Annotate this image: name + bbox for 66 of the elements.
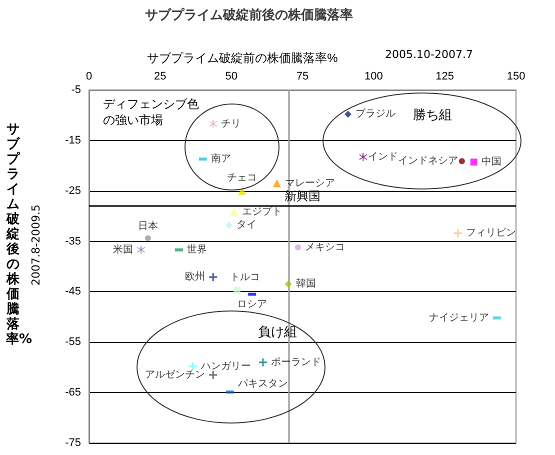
x-tick-label: 150 [506,70,526,82]
point [137,246,146,254]
point [344,110,352,118]
point [209,273,218,282]
point [258,358,267,366]
series-label: インド [368,152,398,163]
y-tick-label: -25 [65,184,81,197]
x-tick-label: 50 [225,70,238,82]
series-label: ナイジェリア [428,312,489,324]
series-label: 中国 [481,156,502,168]
series-label: インドネシア [398,156,458,167]
series-label: ブラジル [356,108,396,120]
y-tick-label: -45 [65,286,81,298]
series-label: ポーランド [270,356,321,368]
point [294,244,301,250]
point [458,158,465,164]
point [272,179,281,188]
series-label: 米国 [113,243,134,256]
series-label: アルゼンチン [145,369,206,380]
x-tick-label: 75 [296,70,309,82]
x-tick-label: 25 [154,70,166,82]
text: 2007.8-2009.5 [30,204,42,286]
x-tick-label: 0 [86,70,92,82]
point [230,208,238,216]
x-tick-label: 125 [436,70,454,82]
series-label: ロシア [237,299,268,310]
point [359,153,368,162]
series-label: フィリピン [466,228,516,239]
point [209,120,218,128]
series-label: 世界 [186,243,207,256]
series-label: マレーシア [284,178,335,189]
series-label: チェコ [227,172,258,184]
y-tick-label: -5 [71,84,81,96]
chart-title: サブプライム破綻前後の株価騰落率 [145,7,353,23]
x-tick-label: 100 [364,70,383,82]
series-label: 日本 [138,220,158,232]
text: サブプライム破綻後の株価騰落率% [6,122,32,347]
point [226,222,233,229]
series-label: チリ [221,118,242,130]
series-label: トルコ [230,272,260,284]
annotation: ディフェンシブ色の強い市場 [103,96,200,128]
series-label: メキシコ [304,242,345,253]
y-tick-label: -65 [65,386,81,399]
series-label: 南ア [210,152,231,165]
annotation: 勝ち組 [413,107,452,124]
series-label: エジプト [242,206,282,218]
y-tick-label: -35 [65,235,81,248]
point [454,229,462,238]
point [209,370,218,379]
x-axis-title: サブプライム破綻前の株価騰落率% [147,51,338,65]
point [188,362,197,370]
point [470,158,478,166]
series-label: ハンガリー [200,360,251,372]
series-label: 欧州 [185,270,206,283]
point [238,186,246,195]
text: 2005.10-2007.7 [385,48,473,61]
series-label: 韓国 [296,278,316,290]
point [234,286,241,294]
y-tick-label: -55 [65,336,81,348]
series-label: パキスタン [236,378,288,390]
annotation: 負け組 [258,324,297,341]
y-tick-label: -75 [65,437,81,449]
point [144,235,151,242]
y-tick-label: -15 [65,134,81,146]
point [284,280,292,288]
series-label: タイ [236,220,257,231]
